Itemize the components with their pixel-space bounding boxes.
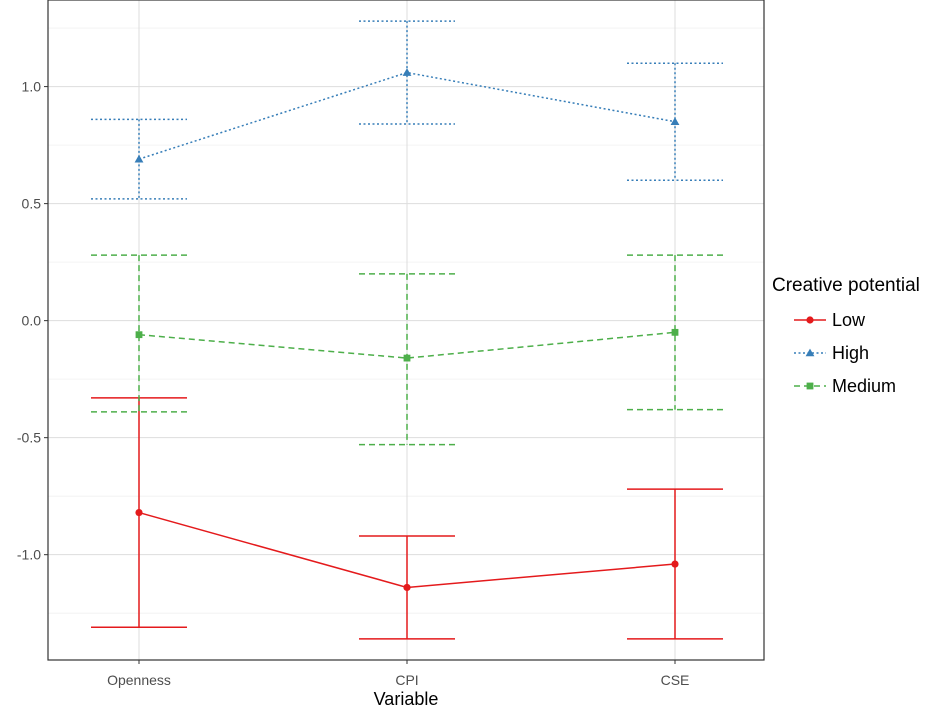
y-tick-label: 0.0	[22, 313, 42, 329]
data-point-medium	[671, 328, 679, 336]
legend-key-marker-medium	[806, 382, 814, 390]
y-tick-label: -1.0	[17, 547, 41, 563]
legend-key-marker-low	[806, 316, 814, 324]
series-high	[91, 20, 723, 200]
y-axis: -1.0 -0.5 0.0 0.5 1.0	[17, 79, 48, 563]
plot-border	[47, 0, 765, 661]
y-tick-label: 0.5	[22, 196, 42, 212]
plot-background	[48, 0, 764, 660]
legend-key-marker-high	[805, 348, 815, 357]
x-axis: Openness CPI CSE	[107, 660, 689, 688]
data-point-low	[135, 508, 143, 517]
y-tick-label: 1.0	[22, 79, 42, 95]
x-tick-label: CSE	[661, 672, 690, 688]
legend-item-high: High	[794, 343, 869, 363]
x-tick-label: CPI	[395, 672, 418, 688]
x-tick-label: Openness	[107, 672, 171, 688]
data-point-medium	[135, 331, 143, 339]
x-axis-title: Variable	[374, 689, 439, 709]
data-point-high	[402, 68, 412, 76]
data-point-high	[134, 154, 144, 163]
y-tick-label: -0.5	[17, 430, 41, 446]
legend-label-high: High	[832, 343, 869, 363]
series-layer	[91, 20, 723, 640]
legend-title: Creative potential	[772, 275, 920, 296]
legend-item-medium: Medium	[794, 376, 896, 396]
legend-label-medium: Medium	[832, 376, 896, 396]
data-point-high	[670, 117, 680, 126]
data-point-low	[671, 560, 679, 568]
series-low	[91, 397, 723, 640]
data-point-medium	[403, 354, 411, 362]
legend-item-low: Low	[794, 310, 866, 330]
legend-label-low: Low	[832, 310, 866, 330]
data-point-low	[403, 583, 411, 592]
series-medium	[91, 254, 723, 446]
legend: Creative potential Low High Medium	[772, 275, 920, 396]
